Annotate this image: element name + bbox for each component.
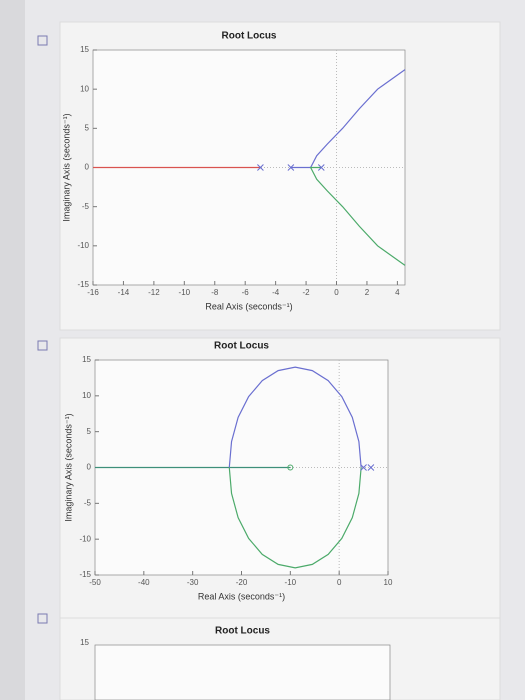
x-tick-label: -50 xyxy=(89,578,101,587)
x-tick-label: -20 xyxy=(236,578,248,587)
x-tick-label: -4 xyxy=(272,288,280,297)
y-tick-label: 15 xyxy=(80,638,89,647)
checkbox[interactable] xyxy=(37,613,48,624)
locus-branch xyxy=(309,166,406,266)
pole-marker xyxy=(287,164,295,171)
x-tick-label: -8 xyxy=(211,288,219,297)
y-tick-label: 10 xyxy=(82,391,91,400)
chart-title: Root Locus xyxy=(215,626,270,637)
y-tick-label: -10 xyxy=(79,534,91,543)
y-tick-label: 0 xyxy=(85,163,90,172)
checkbox[interactable] xyxy=(37,340,48,351)
x-tick-label: 4 xyxy=(395,288,400,297)
y-axis-label: Imaginary Axis (seconds⁻¹) xyxy=(61,113,71,221)
y-tick-label: 5 xyxy=(85,123,90,132)
y-tick-label: 5 xyxy=(87,427,92,436)
pole-marker xyxy=(367,464,375,471)
zero-marker xyxy=(287,464,294,471)
x-tick-label: 2 xyxy=(365,288,370,297)
y-tick-label: -5 xyxy=(82,202,90,211)
y-tick-label: -5 xyxy=(84,498,92,507)
y-tick-label: -15 xyxy=(79,570,91,579)
x-tick-label: -16 xyxy=(87,288,99,297)
x-tick-label: -40 xyxy=(138,578,150,587)
y-tick-label: 15 xyxy=(80,45,89,54)
x-tick-label: 0 xyxy=(337,578,342,587)
y-tick-label: -10 xyxy=(77,241,89,250)
checkbox[interactable] xyxy=(37,35,48,46)
x-tick-label: -30 xyxy=(187,578,199,587)
x-tick-label: -12 xyxy=(148,288,160,297)
y-tick-label: -15 xyxy=(77,280,89,289)
y-tick-label: 0 xyxy=(87,463,92,472)
locus-branch xyxy=(228,467,362,569)
x-tick-label: -10 xyxy=(285,578,297,587)
chart-title: Root Locus xyxy=(214,341,269,352)
pole-marker xyxy=(317,164,325,171)
x-tick-label: -14 xyxy=(118,288,130,297)
locus-branch xyxy=(228,366,362,468)
chart-title: Root Locus xyxy=(222,31,277,42)
pole-marker xyxy=(257,164,264,171)
y-axis-label: Imaginary Axis (seconds⁻¹) xyxy=(63,413,73,521)
pole-marker xyxy=(360,464,367,471)
locus-branch xyxy=(290,69,406,169)
x-tick-label: 10 xyxy=(384,578,393,587)
x-tick-label: -6 xyxy=(242,288,250,297)
y-tick-label: 10 xyxy=(80,84,89,93)
x-axis-label: Real Axis (seconds⁻¹) xyxy=(205,301,292,311)
x-tick-label: 0 xyxy=(334,288,339,297)
y-tick-label: 15 xyxy=(82,355,91,364)
x-axis-label: Real Axis (seconds⁻¹) xyxy=(198,591,285,601)
plot-area xyxy=(94,644,391,700)
x-tick-label: -10 xyxy=(179,288,191,297)
x-tick-label: -2 xyxy=(303,288,311,297)
